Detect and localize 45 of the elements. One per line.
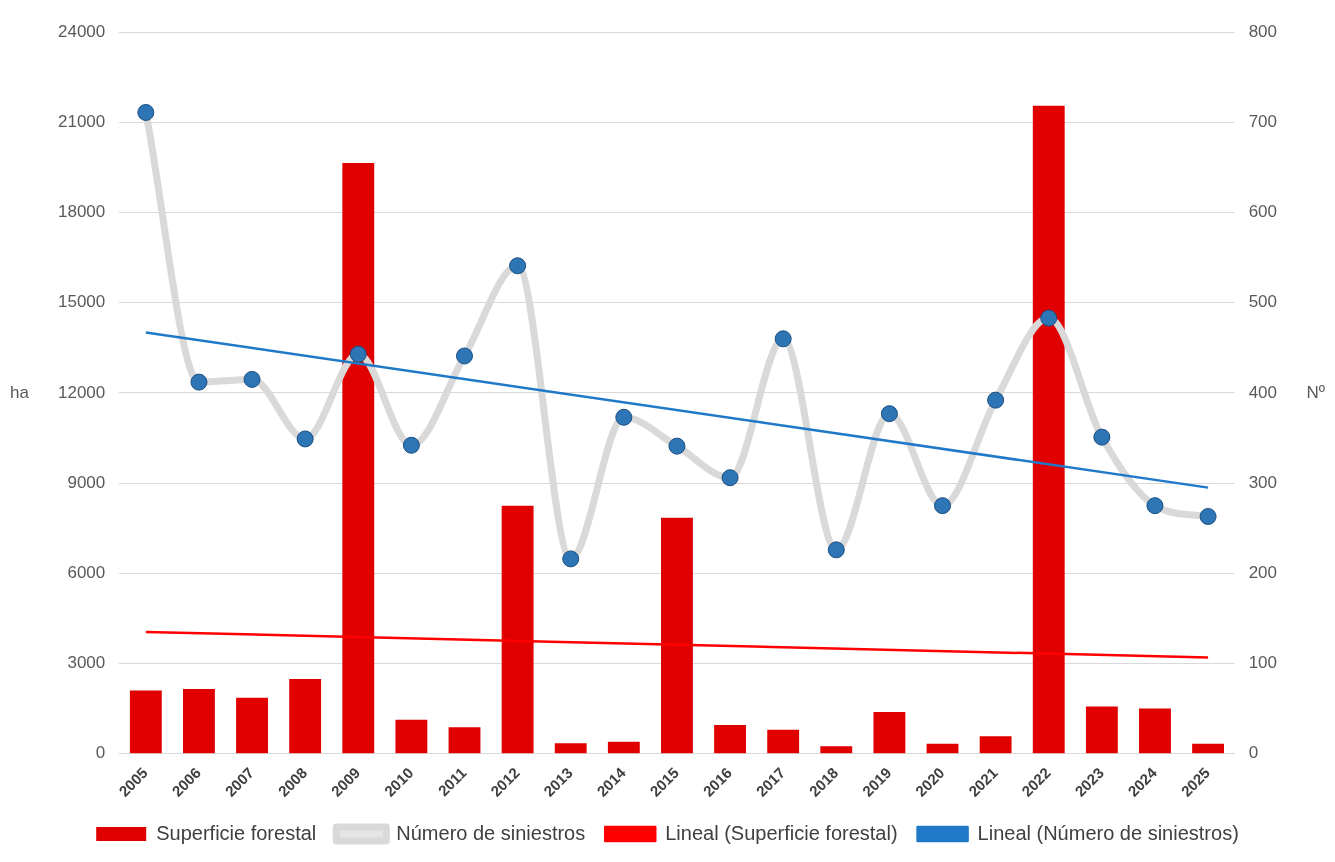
y-tick-label: 6000 bbox=[67, 562, 106, 582]
y2-tick-label: 200 bbox=[1248, 562, 1278, 582]
bar bbox=[501, 505, 534, 754]
bar bbox=[554, 743, 587, 754]
y-tick-label: 21000 bbox=[57, 112, 106, 132]
y-axis-title: ha bbox=[10, 382, 30, 402]
bar bbox=[129, 690, 162, 754]
bar bbox=[448, 727, 481, 754]
bar bbox=[873, 711, 906, 754]
bar bbox=[236, 697, 268, 754]
bar bbox=[820, 746, 853, 754]
y-tick-label: 0 bbox=[95, 743, 106, 763]
bar bbox=[395, 719, 428, 754]
y2-axis-title: Nº bbox=[1306, 382, 1325, 402]
y-tick-label: 15000 bbox=[57, 292, 106, 312]
bar bbox=[183, 689, 215, 754]
bar bbox=[342, 162, 375, 754]
bar bbox=[1139, 708, 1171, 754]
bar bbox=[979, 736, 1012, 754]
bar bbox=[1085, 706, 1118, 754]
y2-tick-label: 300 bbox=[1248, 472, 1278, 492]
bar bbox=[926, 743, 959, 754]
y2-tick-label: 100 bbox=[1248, 653, 1278, 673]
bar bbox=[1192, 743, 1225, 754]
bar bbox=[1032, 105, 1065, 754]
legend-label: Lineal (Número de siniestros) bbox=[977, 821, 1239, 844]
bar bbox=[714, 725, 746, 754]
bar bbox=[607, 741, 640, 754]
bar bbox=[661, 517, 693, 754]
y2-tick-label: 800 bbox=[1248, 21, 1278, 41]
legend-label: Número de siniestros bbox=[396, 821, 586, 844]
y2-tick-label: 400 bbox=[1248, 382, 1278, 402]
bar bbox=[289, 679, 322, 754]
y2-tick-label: 700 bbox=[1248, 112, 1278, 132]
y-tick-label: 18000 bbox=[57, 202, 106, 222]
bar bbox=[767, 729, 800, 754]
y-tick-label: 12000 bbox=[57, 382, 106, 402]
legend-label: Lineal (Superficie forestal) bbox=[665, 821, 898, 844]
y-tick-label: 24000 bbox=[57, 21, 106, 41]
y2-tick-label: 600 bbox=[1248, 202, 1278, 222]
y2-tick-label: 0 bbox=[1248, 743, 1259, 763]
legend-label: Superficie forestal bbox=[156, 821, 317, 844]
y-tick-label: 3000 bbox=[67, 653, 106, 673]
y-tick-label: 9000 bbox=[67, 472, 106, 492]
y2-tick-label: 500 bbox=[1248, 292, 1278, 312]
